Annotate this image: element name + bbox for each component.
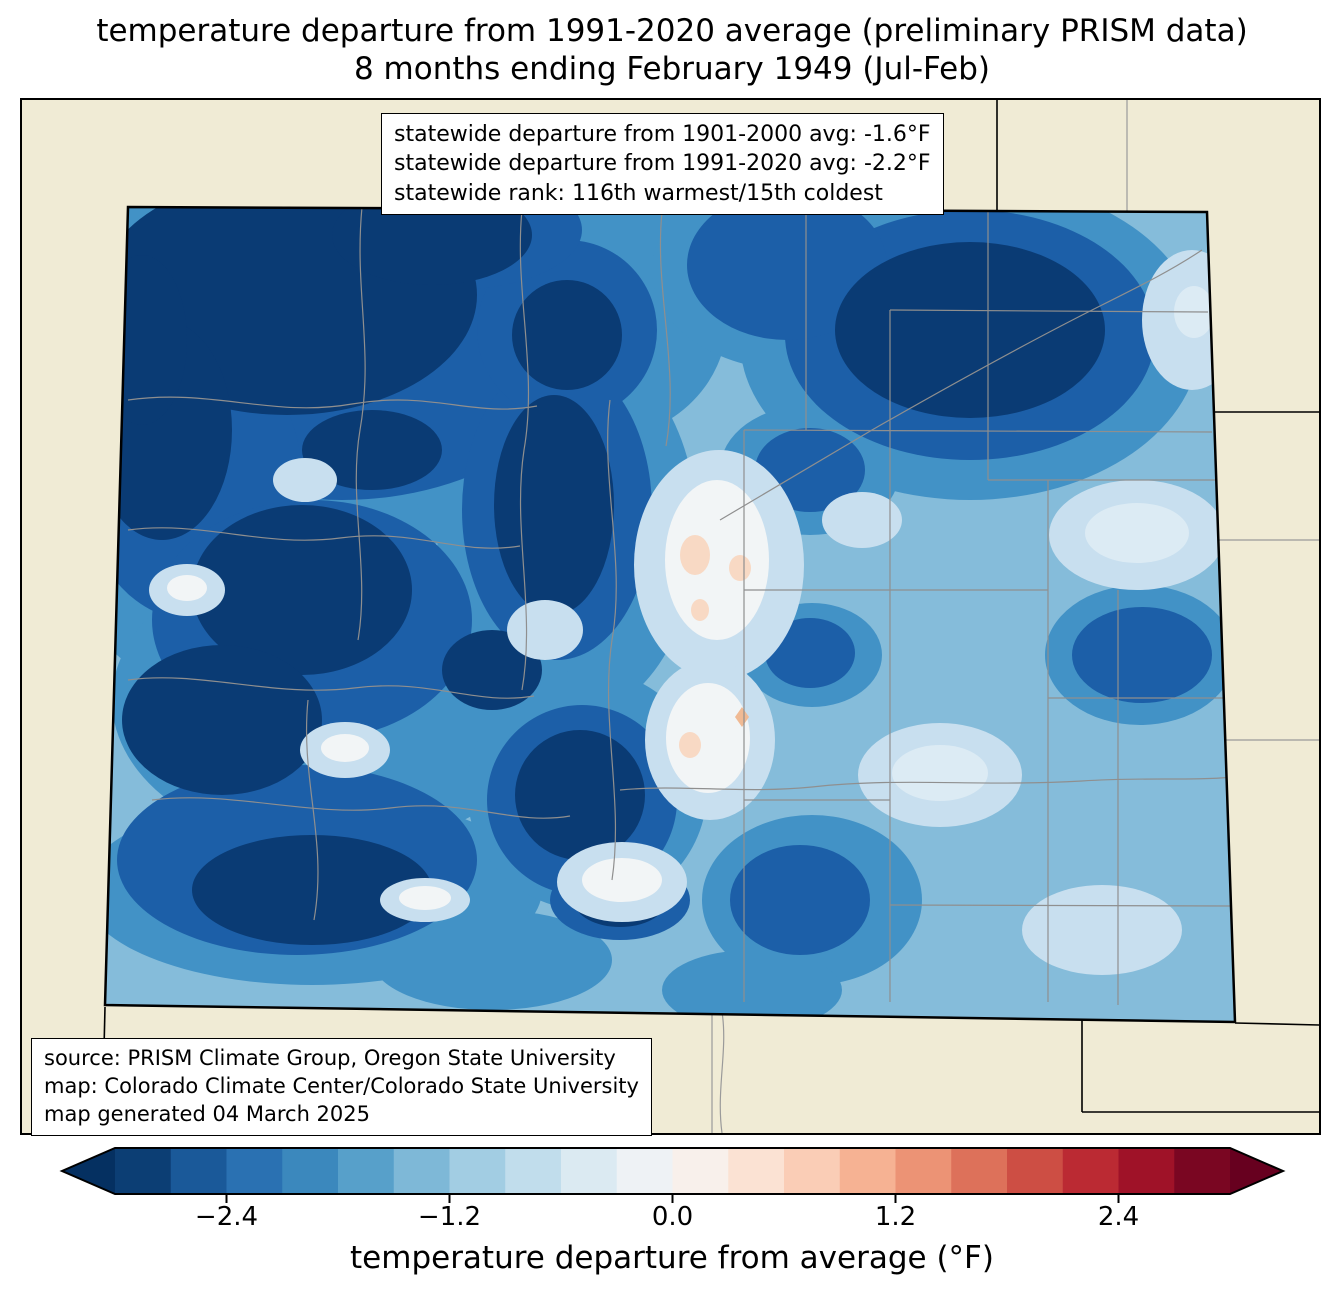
source-box: source: PRISM Climate Group, Oregon Stat… [31,1038,652,1136]
title-line-2: 8 months ending February 1949 (Jul-Feb) [353,51,990,87]
colorbar-segment [338,1148,395,1194]
contour-level-near-white [167,480,769,910]
colorbar-outline [59,1147,1286,1195]
map-canvas [101,100,1319,1133]
colorbar-segment [226,1148,283,1194]
colorbar-segment [170,1148,228,1194]
colorbar-tick-label: 0.0 [651,1202,694,1232]
colorbar-tick-label: 2.4 [1097,1202,1140,1232]
colorado-fill-layers [105,207,1235,1022]
colorbar-segment [839,1148,897,1194]
colorbar-segment [393,1148,451,1194]
colorbar-segment [1007,1148,1064,1194]
colorbar-tick-label: 1.2 [874,1202,917,1232]
stats-box: statewide departure from 1901-2000 avg: … [381,113,944,215]
colorbar [59,1147,1286,1203]
colorbar-segment [1062,1148,1120,1194]
contour-level-pale-blue [892,286,1214,801]
colorbar-segment [1174,1148,1231,1194]
colorbar-segment [1118,1148,1175,1194]
colorbar-segment [895,1148,952,1194]
stats-line-3: statewide rank: 116th warmest/15th colde… [394,180,883,206]
colorbar-segment [282,1148,339,1194]
colorbar-segment [951,1148,1008,1194]
colorbar-segment [115,1148,172,1194]
figure-title: temperature departure from 1991-2020 ave… [0,12,1344,88]
source-line-1: source: PRISM Climate Group, Oregon Stat… [44,1046,616,1070]
colorbar-segment [505,1148,562,1194]
colorbar-tick-labels: −2.4 −1.2 0.0 1.2 2.4 [0,1202,1344,1236]
colorbar-segment [449,1148,506,1194]
map-frame: statewide departure from 1901-2000 avg: … [20,98,1321,1136]
stats-line-2: statewide departure from 1991-2020 avg: … [394,151,931,177]
colorbar-segment [561,1148,618,1194]
source-line-3: map generated 04 March 2025 [44,1101,371,1126]
colorbar-tick-label: −2.4 [194,1202,259,1232]
neighbor-county-lines [711,100,1319,1133]
colorbar-segment [728,1148,785,1194]
colorbar-segment [616,1148,674,1194]
title-line-1: temperature departure from 1991-2020 ave… [96,13,1248,49]
colorbar-segment [672,1148,729,1194]
stats-line-1: statewide departure from 1901-2000 avg: … [394,122,931,147]
colorbar-right-arrow [1230,1148,1283,1194]
county-lines [127,207,1234,1005]
colorbar-axis-label: temperature departure from average (°F) [350,1240,994,1276]
colorbar-tick-label: −1.2 [417,1202,482,1232]
colorbar-left-arrow [62,1148,115,1194]
colorbar-segment [784,1148,841,1194]
source-line-2: map: Colorado Climate Center/Colorado St… [44,1073,639,1098]
contour-level-darkest-blue [105,207,1105,945]
contour-level-warm [679,535,751,758]
